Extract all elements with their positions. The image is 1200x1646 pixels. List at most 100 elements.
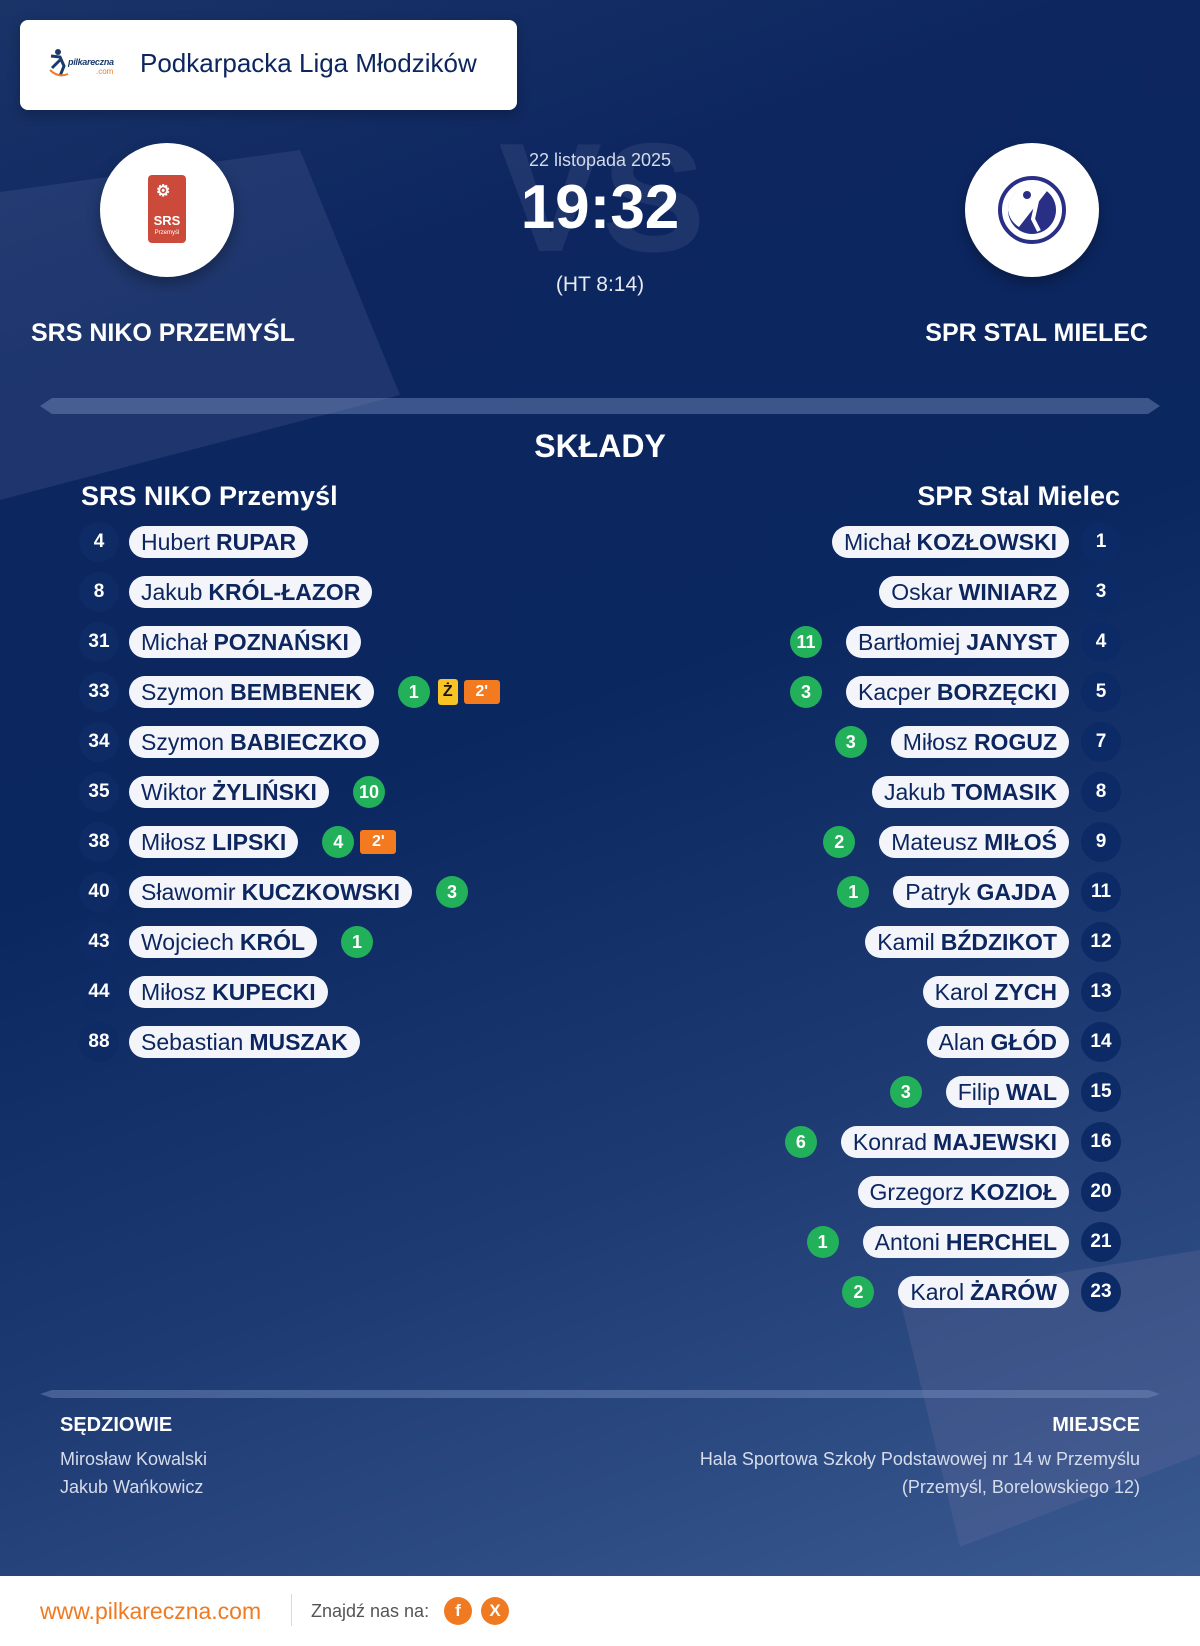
player-row[interactable]: 33 Szymon BEMBENEK 1 Ż 2' — [79, 672, 500, 712]
player-row[interactable]: 20 Grzegorz KOZIOŁ — [834, 1172, 1121, 1212]
player-row[interactable]: 9 Mateusz MIŁOŚ 2 — [823, 822, 1121, 862]
away-team-logo[interactable] — [965, 143, 1099, 277]
player-row[interactable]: 11 Patryk GAJDA 1 — [837, 872, 1121, 912]
player-name[interactable]: Kamil BŹDZIKOT — [865, 926, 1069, 958]
player-last-name: GAJDA — [976, 878, 1057, 905]
player-name[interactable]: Hubert RUPAR — [129, 526, 309, 558]
player-name[interactable]: Alan GŁÓD — [926, 1026, 1069, 1058]
pilkareczna-logo[interactable]: pilkareczna .com — [48, 48, 126, 82]
shirt-number: 9 — [1081, 822, 1121, 862]
player-first-name: Miłosz — [141, 978, 207, 1005]
player-name[interactable]: Miłosz LIPSKI — [129, 826, 299, 858]
player-name[interactable]: Antoni HERCHEL — [862, 1226, 1069, 1258]
player-first-name: Wojciech — [141, 928, 234, 955]
player-name[interactable]: Karol ŻARÓW — [898, 1276, 1069, 1308]
away-team-name[interactable]: SPR STAL MIELEC — [925, 319, 1148, 347]
player-row[interactable]: 15 Filip WAL 3 — [889, 1072, 1121, 1112]
player-row[interactable]: 43 Wojciech KRÓL 1 — [79, 922, 374, 962]
player-row[interactable]: 35 Wiktor ŻYLIŃSKI 10 — [79, 772, 385, 812]
player-name[interactable]: Wiktor ŻYLIŃSKI — [129, 776, 329, 808]
player-row[interactable]: 34 Szymon BABIECZKO — [79, 722, 403, 762]
shirt-number: 34 — [79, 722, 119, 762]
section-divider — [40, 398, 1160, 414]
x-icon[interactable]: X — [481, 1597, 509, 1625]
facebook-icon[interactable]: f — [444, 1597, 472, 1625]
player-name[interactable]: Szymon BABIECZKO — [129, 726, 379, 758]
goals-badge: 1 — [341, 926, 374, 958]
player-name[interactable]: Miłosz KUPECKI — [129, 976, 328, 1008]
player-first-name: Miłosz — [141, 828, 207, 855]
venue-section: MIEJSCE Hala Sportowa Szkoły Podstawowej… — [700, 1414, 1140, 1501]
player-row[interactable]: 5 Kacper BORZĘCKI 3 — [790, 672, 1121, 712]
referee-name: Jakub Wańkowicz — [60, 1477, 204, 1497]
player-name[interactable]: Patryk GAJDA — [893, 876, 1069, 908]
site-link[interactable]: www.pilkareczna.com — [40, 1598, 262, 1624]
player-events: 2 — [823, 826, 856, 858]
player-row[interactable]: 14 Alan GŁÓD — [903, 1022, 1121, 1062]
footer: www.pilkareczna.com Znajdź nas na: f X — [0, 1576, 1200, 1646]
player-row[interactable]: 13 Karol ZYCH — [899, 972, 1121, 1012]
home-team-logo[interactable]: ⚙ SRS Przemyśl — [100, 143, 234, 277]
goals-badge: 2 — [823, 826, 856, 858]
player-last-name: ZYCH — [994, 978, 1057, 1005]
player-first-name: Kamil — [877, 928, 935, 955]
player-name[interactable]: Jakub TOMASIK — [871, 776, 1069, 808]
player-last-name: MUSZAK — [249, 1028, 348, 1055]
player-first-name: Sebastian — [141, 1028, 244, 1055]
player-name[interactable]: Grzegorz KOZIOŁ — [857, 1176, 1069, 1208]
player-row[interactable]: 8 Jakub KRÓL-ŁAZOR — [79, 572, 396, 612]
section-divider — [40, 1390, 1160, 1398]
player-row[interactable]: 88 Sebastian MUSZAK — [79, 1022, 384, 1062]
player-name[interactable]: Filip WAL — [945, 1076, 1069, 1108]
goals-badge: 3 — [834, 726, 867, 758]
shirt-number: 7 — [1081, 722, 1121, 762]
player-last-name: TOMASIK — [951, 778, 1057, 805]
player-last-name: KRÓL-ŁAZOR — [208, 578, 361, 605]
player-row[interactable]: 4 Bartłomiej JANYST 11 — [789, 622, 1121, 662]
player-name[interactable]: Michał KOZŁOWSKI — [831, 526, 1069, 558]
player-row[interactable]: 23 Karol ŻARÓW 2 — [842, 1272, 1121, 1312]
referee-name: Mirosław Kowalski — [60, 1449, 208, 1469]
player-row[interactable]: 1 Michał KOZŁOWSKI — [808, 522, 1121, 562]
shirt-number: 12 — [1081, 922, 1121, 962]
player-name[interactable]: Bartłomiej JANYST — [845, 626, 1069, 658]
goals-badge: 3 — [889, 1076, 922, 1108]
player-first-name: Szymon — [141, 678, 225, 705]
home-team-name[interactable]: SRS NIKO PRZEMYŚL — [31, 319, 295, 347]
player-name[interactable]: Wojciech KRÓL — [129, 926, 318, 958]
player-last-name: LIPSKI — [212, 828, 287, 855]
player-row[interactable]: 16 Konrad MAJEWSKI 6 — [784, 1122, 1121, 1162]
player-first-name: Konrad — [852, 1128, 928, 1155]
player-row[interactable]: 31 Michał POZNAŃSKI — [79, 622, 385, 662]
venue-title: MIEJSCE — [1052, 1414, 1140, 1436]
player-name[interactable]: Jakub KRÓL-ŁAZOR — [129, 576, 373, 608]
player-name[interactable]: Karol ZYCH — [922, 976, 1069, 1008]
player-row[interactable]: 12 Kamil BŹDZIKOT — [841, 922, 1121, 962]
player-row[interactable]: 7 Miłosz ROGUZ 3 — [834, 722, 1121, 762]
player-events: 3 — [834, 726, 867, 758]
player-row[interactable]: 38 Miłosz LIPSKI 4 2' — [79, 822, 397, 862]
player-first-name: Patryk — [905, 878, 971, 905]
player-row[interactable]: 3 Oskar WINIARZ — [855, 572, 1121, 612]
shirt-number: 4 — [1081, 622, 1121, 662]
player-row[interactable]: 4 Hubert RUPAR — [79, 522, 332, 562]
player-row[interactable]: 21 Antoni HERCHEL 1 — [806, 1222, 1121, 1262]
player-name[interactable]: Szymon BEMBENEK — [129, 676, 374, 708]
player-name[interactable]: Mateusz MIŁOŚ — [879, 826, 1069, 858]
player-name[interactable]: Michał POZNAŃSKI — [129, 626, 361, 658]
player-name[interactable]: Sebastian MUSZAK — [129, 1026, 360, 1058]
player-name[interactable]: Konrad MAJEWSKI — [840, 1126, 1069, 1158]
footer-divider — [291, 1594, 292, 1626]
player-last-name: HERCHEL — [945, 1228, 1057, 1255]
player-events: 3 — [790, 676, 822, 708]
player-name[interactable]: Sławomir KUCZKOWSKI — [129, 876, 413, 908]
player-row[interactable]: 8 Jakub TOMASIK — [848, 772, 1121, 812]
player-first-name: Oskar — [891, 578, 953, 605]
player-name[interactable]: Kacper BORZĘCKI — [846, 676, 1069, 708]
shirt-number: 16 — [1081, 1122, 1121, 1162]
player-events: 1 — [837, 876, 870, 908]
player-row[interactable]: 44 Miłosz KUPECKI — [79, 972, 352, 1012]
player-name[interactable]: Oskar WINIARZ — [879, 576, 1069, 608]
player-row[interactable]: 40 Sławomir KUCZKOWSKI 3 — [79, 872, 469, 912]
player-name[interactable]: Miłosz ROGUZ — [890, 726, 1069, 758]
